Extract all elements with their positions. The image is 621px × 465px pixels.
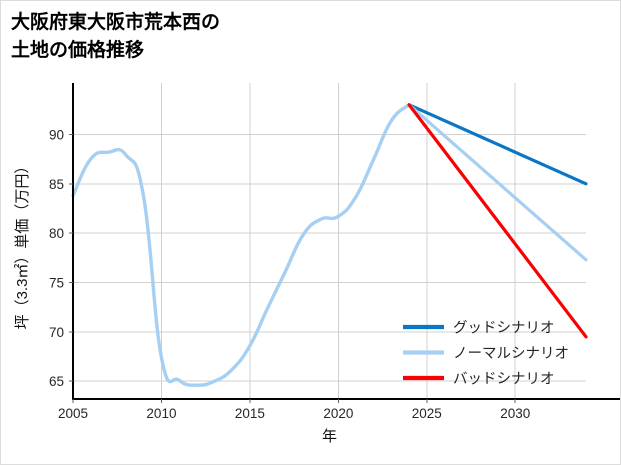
y-axis-ticks: 65 70 75 80 85 90 [49, 127, 73, 389]
ytick-label-90: 90 [49, 127, 64, 142]
xtick-label-2015: 2015 [235, 406, 265, 421]
ytick-label-65: 65 [49, 374, 64, 389]
y-axis-title: 坪（3.3㎡）単価（万円） [14, 159, 31, 330]
ytick-label-80: 80 [49, 226, 64, 241]
xtick-label-2025: 2025 [412, 406, 442, 421]
xtick-label-2020: 2020 [323, 406, 353, 421]
xtick-label-2030: 2030 [500, 406, 530, 421]
ytick-label-85: 85 [49, 177, 64, 192]
x-axis-title: 年 [322, 428, 337, 445]
series-line-1 [407, 103, 588, 186]
xtick-label-2005: 2005 [58, 406, 88, 421]
x-axis-ticks: 2005 2010 2015 2020 2025 2030 [58, 399, 530, 421]
legend-label-1: ノーマルシナリオ [453, 346, 569, 362]
legend-label-2: バッドシナリオ [453, 372, 555, 388]
axis-spines [71, 83, 620, 401]
axis-titles-group: 年 坪（3.3㎡）単価（万円） [14, 159, 337, 445]
series-line-2 [407, 103, 588, 262]
series-group [71, 103, 588, 387]
xtick-label-2010: 2010 [146, 406, 176, 421]
ytick-label-70: 70 [49, 325, 64, 340]
ytick-label-75: 75 [49, 276, 64, 291]
series-line-0 [71, 103, 411, 387]
legend-label-0: グッドシナリオ [453, 320, 555, 337]
series-line-3 [407, 103, 588, 339]
chart-title: 大阪府東大阪市荒本西の 土地の価格推移 [11, 12, 221, 61]
